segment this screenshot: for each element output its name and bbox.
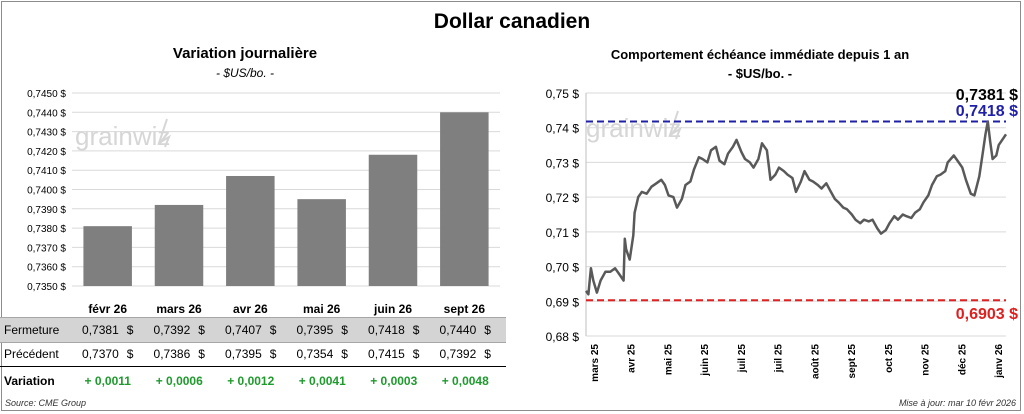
x-tick-label: juil 25 [774,344,785,374]
x-tick-label: juin 25 [700,344,711,377]
y-tick-label: 0,7440 $ [27,108,66,119]
x-tick-label: sept 25 [847,344,858,379]
y-tick-label: 0,7450 $ [27,89,66,100]
right-chart-title: Comportement échéance immédiate depuis 1… [610,47,910,62]
variation-cell: + 0,0011 [84,374,131,388]
x-tick-label: déc 25 [957,344,968,376]
previous-cell: 0,7392 $ [439,347,491,361]
close-cell: 0,7381 $ [82,323,134,337]
bar [226,175,275,286]
watermark-logo: grainwiz [75,121,170,151]
source-note: Source: CME Group [5,398,87,408]
y-tick-label: 0,73 $ [546,156,580,170]
previous-cell: 0,7370 $ [82,347,134,361]
bar [297,199,346,286]
y-tick-label: 0,7360 $ [27,263,66,274]
left-chart-subtitle: - $US/bo. - [215,66,275,80]
right-chart-subtitle: - $US/bo. - [727,66,793,81]
variation-cell: + 0,0048 [441,374,489,388]
last-price-label: 0,7381 $ [956,87,1018,104]
watermark-flash-icon [157,118,172,148]
table-row-close: Fermeture 0,7381 $ 0,7392 $ 0,7407 $ 0,7395… [0,317,506,343]
y-tick-label: 0,7430 $ [27,128,66,139]
x-tick-label: mars 26 [156,302,202,316]
close-cell: 0,7392 $ [153,323,205,337]
table-row-previous: Précédent 0,7370 $ 0,7386 $ 0,7395 $ 0,7354… [0,342,506,367]
y-tick-label: 0,7350 $ [27,282,66,293]
x-tick-label: juil 25 [737,344,748,374]
variation-cell: + 0,0003 [370,374,418,388]
y-tick-label: 0,74 $ [546,122,580,136]
x-tick-label: mars 25 [590,344,601,382]
variation-cell: + 0,0012 [227,374,275,388]
daily-bar-chart: 0,7450 $ 0,7440 $ 0,7430 $ 0,7420 $ 0,7410 $… [27,89,500,316]
high-price-label: 0,7418 $ [956,103,1018,120]
x-tick-label: mai 25 [663,344,674,376]
variation-cell: + 0,0006 [155,374,203,388]
x-tick-label: nov 25 [921,344,932,376]
y-tick-label: 0,75 $ [546,87,580,101]
one-year-line-chart: 0,75 $ 0,74 $ 0,73 $ 0,72 $ 0,71 $ 0,70 $ 0,69… [546,87,1018,382]
y-tick-label: 0,7390 $ [27,205,66,216]
bar [440,112,489,286]
variation-cell: + 0,0041 [298,374,346,388]
previous-cell: 0,7354 $ [296,347,348,361]
y-tick-label: 0,7370 $ [27,243,66,254]
row-label-variation: Variation [4,374,55,388]
y-tick-label: 0,70 $ [546,261,580,275]
close-cell: 0,7407 $ [225,323,277,337]
bar [154,204,204,286]
y-tick-label: 0,68 $ [546,330,580,344]
left-chart-title: Variation journalière [172,45,318,62]
bar [83,226,132,286]
y-tick-label: 0,7420 $ [27,147,66,158]
y-tick-label: 0,7380 $ [27,224,66,235]
x-tick-label: avr 25 [627,344,638,373]
previous-cell: 0,7386 $ [153,347,205,361]
close-cell: 0,7418 $ [368,323,420,337]
main-title: Dollar canadien [433,10,591,33]
table-row-variation: Variation + 0,0011 + 0,0006 + 0,0012 + 0… [0,369,506,393]
update-note: Mise à jour: mar 10 févr 2026 [898,398,1016,408]
x-tick-label: avr 26 [233,302,268,316]
bar [368,154,418,286]
y-tick-label: 0,7400 $ [27,186,66,197]
x-tick-label: août 25 [810,344,821,379]
y-tick-label: 0,7410 $ [27,166,66,177]
price-line [584,120,1008,296]
x-tick-label: mai 26 [303,302,341,316]
row-label-previous: Précédent [4,347,59,361]
row-label-close: Fermeture [4,323,60,337]
close-cell: 0,7395 $ [296,323,348,337]
watermark-logo: grainwiz [586,113,681,143]
y-tick-label: 0,71 $ [546,226,580,240]
watermark-flash-icon [668,110,683,140]
close-cell: 0,7440 $ [439,323,491,337]
x-tick-label: févr 26 [88,302,127,316]
x-tick-label: janv 26 [994,344,1005,379]
x-tick-label: juin 26 [373,302,412,316]
y-tick-label: 0,72 $ [546,191,580,205]
previous-cell: 0,7395 $ [225,347,277,361]
previous-cell: 0,7415 $ [368,347,420,361]
x-tick-label: sept 26 [444,302,486,316]
low-price-label: 0,6903 $ [956,306,1018,323]
y-tick-label: 0,69 $ [546,295,580,309]
x-tick-label: oct 25 [884,344,895,373]
